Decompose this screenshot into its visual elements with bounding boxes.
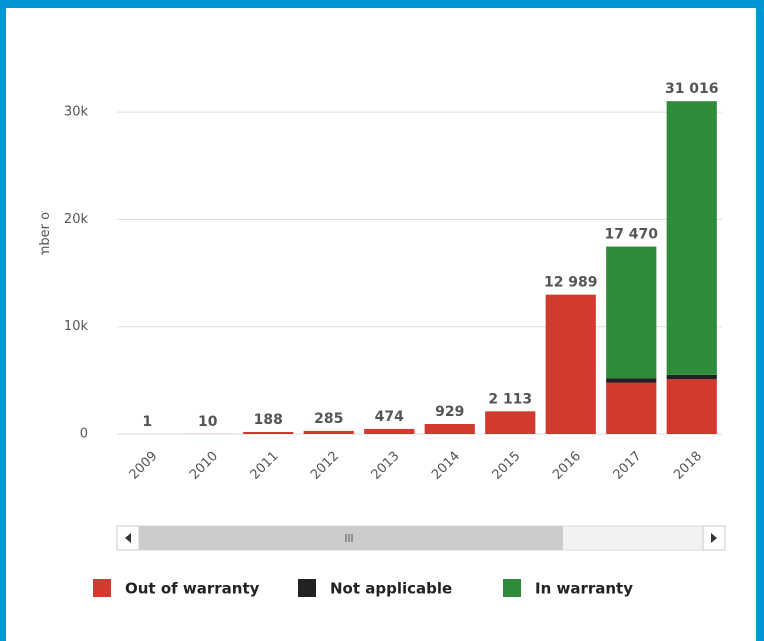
data-label: 929	[435, 404, 464, 420]
data-label: 10	[198, 414, 218, 430]
data-label: 2 113	[488, 391, 532, 407]
x-tick-label: 2012	[308, 449, 342, 483]
y-axis-label: Number of devices	[38, 154, 53, 277]
legend-swatch	[93, 579, 111, 597]
bar-segment	[364, 428, 415, 434]
data-label: 474	[375, 409, 404, 425]
legend-label: In warranty	[535, 580, 633, 598]
bar-segment	[606, 382, 657, 434]
data-label: 188	[254, 412, 283, 428]
bar-segment	[485, 411, 536, 434]
x-tick-label: 2017	[611, 449, 645, 483]
bar-segment	[303, 430, 354, 434]
legend-swatch	[298, 579, 316, 597]
bar-segment	[243, 431, 294, 434]
x-tick-label: 2010	[187, 449, 221, 483]
data-label: 12 989	[544, 275, 598, 291]
bar-segment	[666, 101, 717, 375]
x-tick-label: 2014	[429, 449, 463, 483]
x-tick-label: 2016	[550, 449, 584, 483]
arrow-right	[711, 533, 717, 543]
data-label: 285	[314, 411, 343, 427]
bar-segment	[424, 424, 475, 434]
legend-label: Out of warranty	[125, 580, 260, 598]
bar-segment	[545, 294, 596, 434]
data-label: 17 470	[604, 227, 658, 243]
x-tick-label: 2018	[671, 449, 705, 483]
x-tick-label: 2009	[127, 449, 161, 483]
x-tick-label: 2011	[248, 449, 282, 483]
y-tick-label: 10k	[64, 319, 89, 334]
legend-label: Not applicable	[330, 580, 452, 598]
x-tick-label: 2015	[490, 449, 524, 483]
arrow-left	[125, 533, 131, 543]
y-tick-label: 30k	[64, 105, 89, 120]
x-tick-label: 2013	[369, 449, 403, 483]
y-tick-label: 0	[80, 427, 88, 442]
bar-segment	[606, 246, 657, 379]
legend-swatch	[503, 579, 521, 597]
bar-segment	[606, 378, 657, 383]
thumb-grip	[345, 534, 353, 542]
data-label: 1	[142, 414, 152, 430]
scrollbar-thumb[interactable]	[139, 526, 563, 550]
data-label: 31 016	[665, 81, 719, 97]
bar-segment	[666, 379, 717, 434]
bar-segment	[666, 374, 717, 380]
y-tick-label: 20k	[64, 212, 89, 227]
